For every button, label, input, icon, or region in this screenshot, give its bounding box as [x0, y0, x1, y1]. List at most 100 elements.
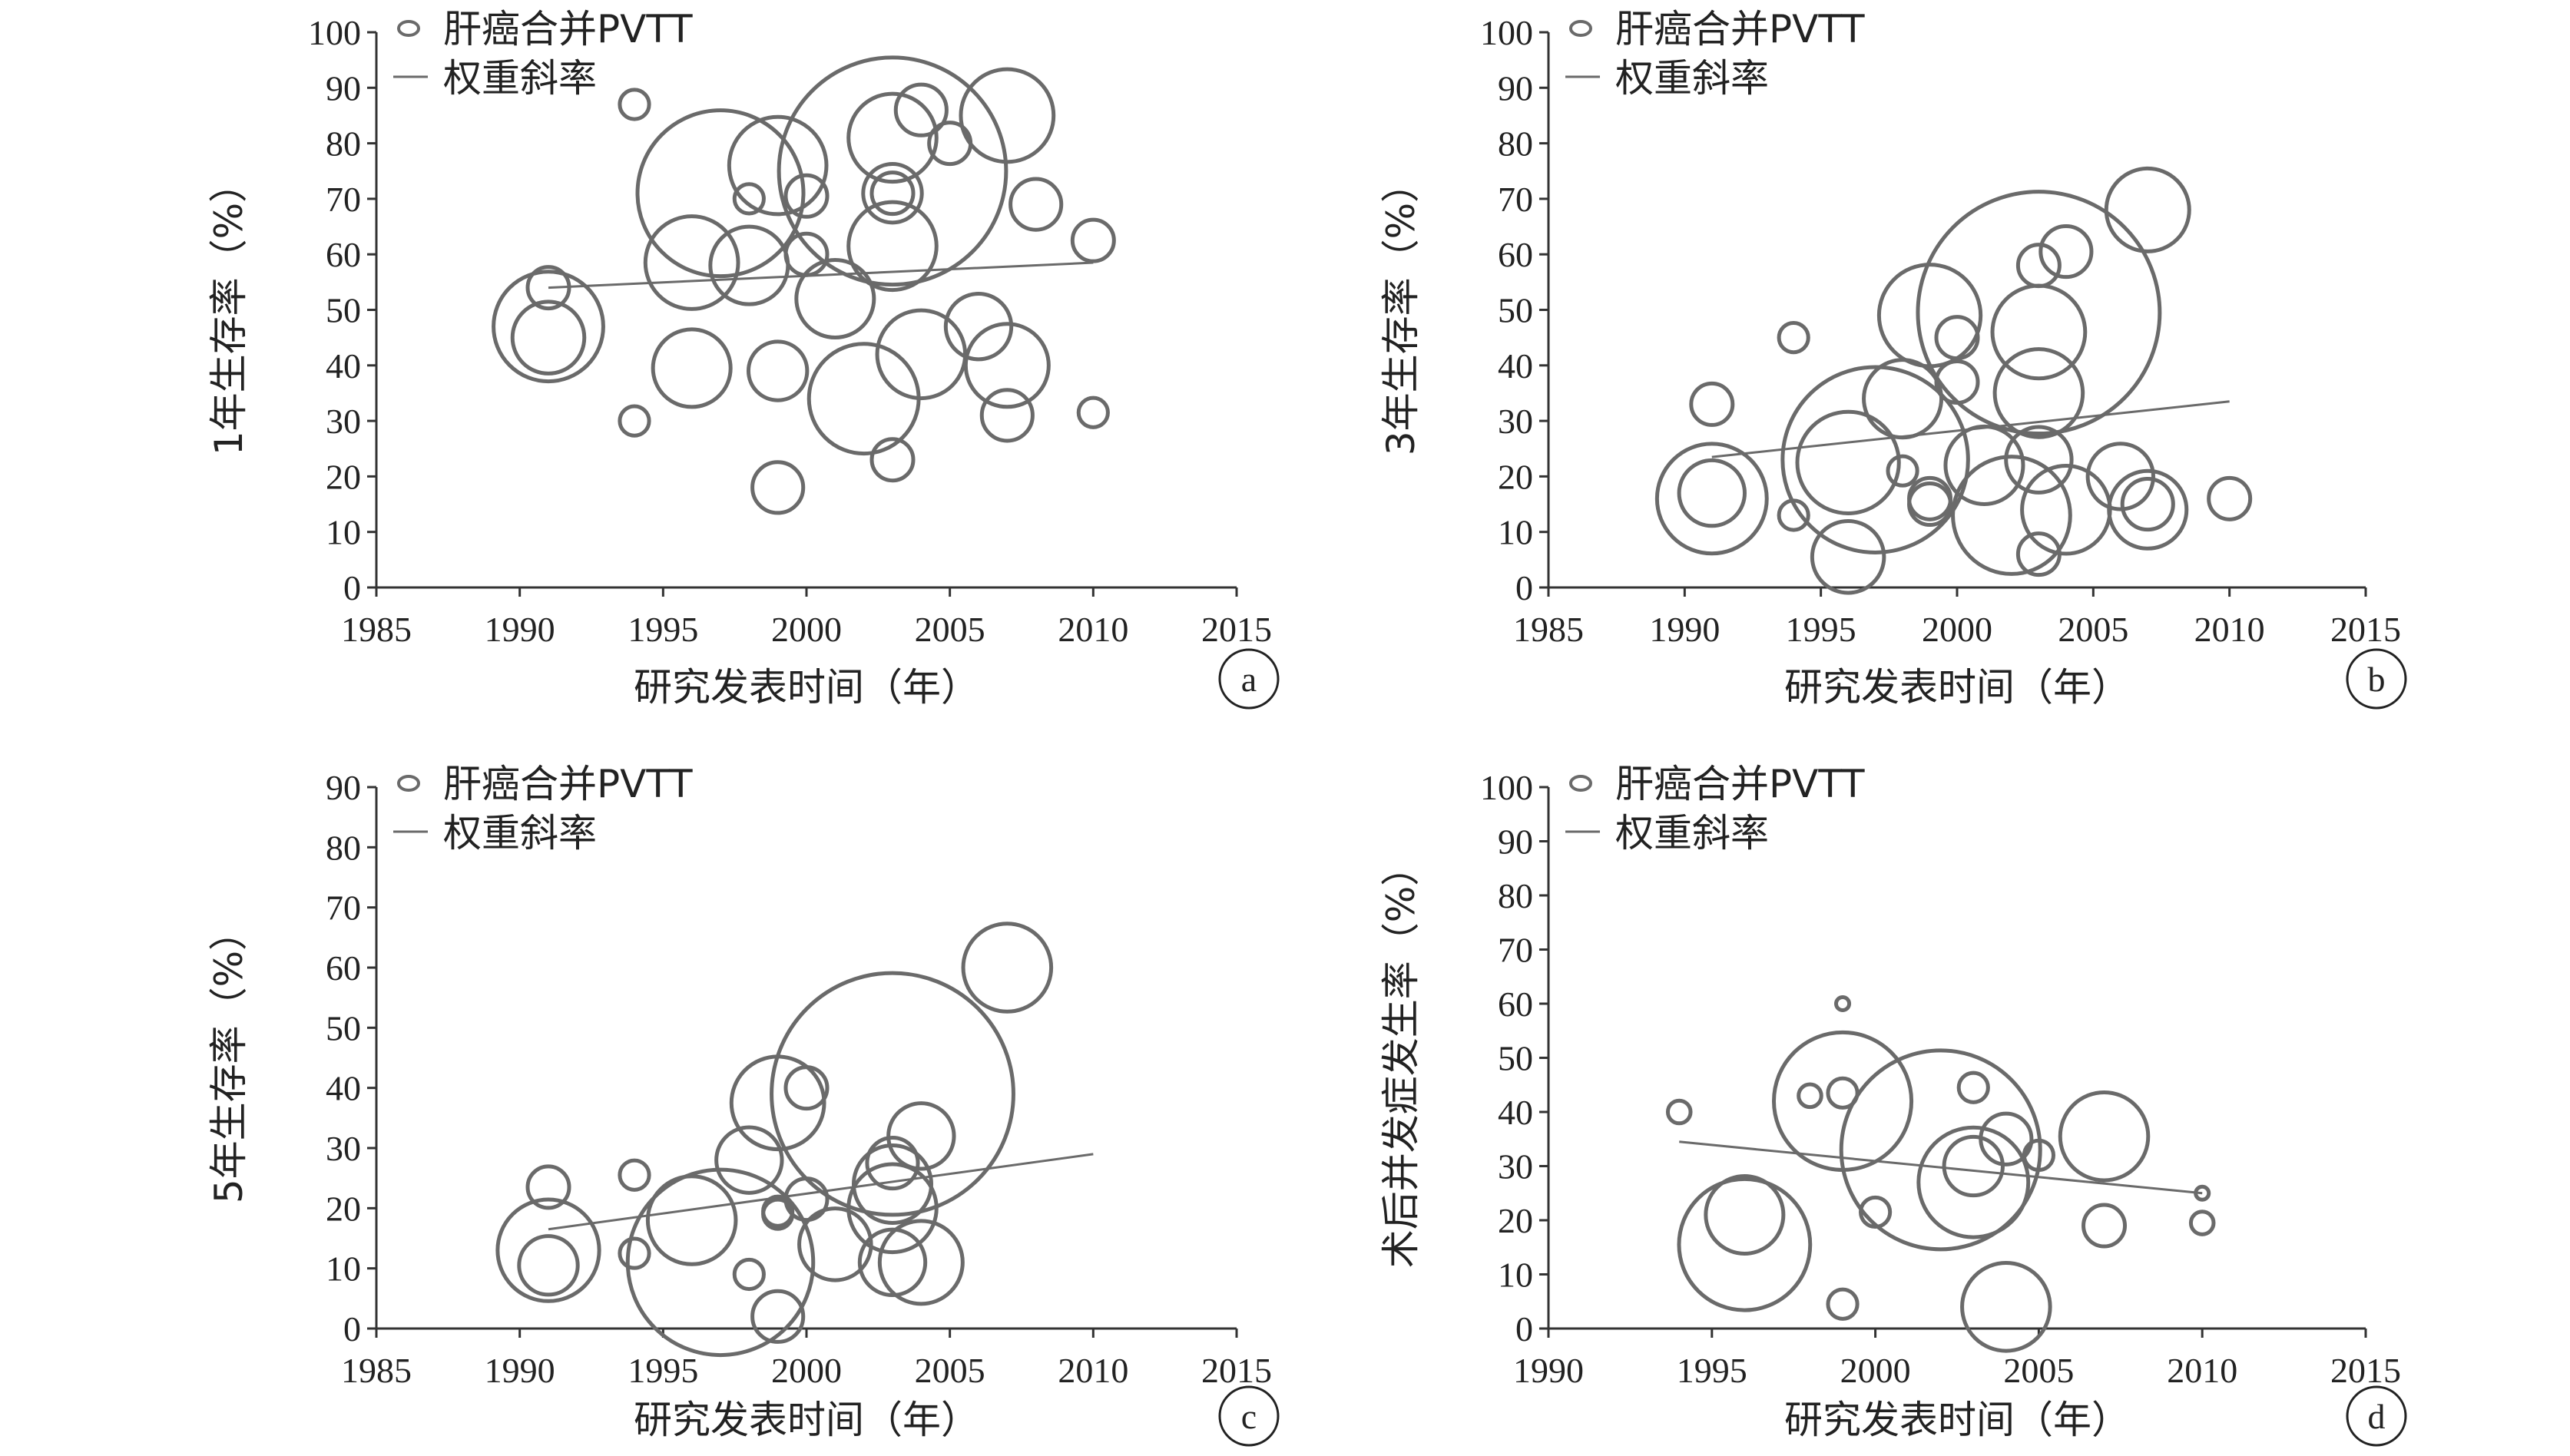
panel-a-chart: 0 10 20 30 40 50 60 70 80 90 100 1985 1990 1995 2000 20… [207, 7, 1280, 710]
data-bubble [1934, 359, 1980, 405]
data-bubble [746, 339, 810, 402]
y-tick-label: 20 [326, 1189, 361, 1228]
x-tick-label: 1985 [341, 610, 412, 649]
data-bubble [651, 327, 733, 409]
data-bubble [727, 114, 829, 217]
x-tick-label: 1995 [628, 610, 698, 649]
data-bubble [2082, 1203, 2128, 1249]
data-bubble [1704, 1173, 1786, 1256]
data-bubble [750, 460, 806, 515]
legend-bubble-label: 肝癌合并PVTT [443, 762, 693, 806]
data-bubble [1070, 217, 1116, 263]
y-tick-label: 0 [343, 1309, 361, 1348]
data-bubble [893, 82, 949, 137]
data-bubble [2120, 476, 2175, 532]
y-tick-label: 40 [326, 346, 361, 386]
x-tick-label: 1995 [1677, 1351, 1747, 1390]
data-bubble [1797, 1082, 1823, 1110]
x-tick-label: 2005 [2003, 1351, 2074, 1390]
data-bubble [510, 299, 587, 376]
data-bubble [517, 1234, 580, 1297]
x-tick-label: 2015 [2330, 1351, 2401, 1390]
data-bubble [732, 1257, 766, 1292]
data-bubble [618, 88, 651, 121]
data-bubble [1942, 1134, 2005, 1198]
data-bubble [1960, 1261, 2052, 1353]
y-tick-label: 70 [1498, 180, 1533, 219]
data-bubble [846, 91, 939, 184]
x-tick-label: 1995 [1786, 610, 1856, 649]
data-bubble [869, 437, 916, 483]
data-bubble [1907, 481, 1953, 528]
y-tick-label: 20 [326, 457, 361, 496]
data-bubble [1956, 1070, 1990, 1104]
data-bubble [2004, 425, 2074, 495]
panel-tag-circle [2346, 1385, 2407, 1447]
data-bubble [643, 214, 740, 311]
x-tick-label: 2005 [915, 610, 985, 649]
y-tick-label: 30 [1498, 1147, 1533, 1186]
panel-tag-label: b [2368, 660, 2386, 699]
y-tick-label: 100 [1480, 13, 1533, 52]
x-tick-label: 2000 [1840, 1351, 1911, 1390]
data-bubble [2085, 442, 2155, 511]
y-tick-label: 40 [326, 1069, 361, 1108]
data-bubble [1951, 455, 2072, 576]
data-bubble [783, 1065, 830, 1111]
panel-tag-label: c [1241, 1397, 1257, 1436]
x-tick-label: 1990 [485, 610, 555, 649]
data-bubble [708, 224, 790, 306]
x-tick-label: 1985 [341, 1351, 412, 1390]
y-tick-label: 70 [326, 180, 361, 219]
data-bubble [851, 1143, 934, 1226]
data-bubble [635, 108, 806, 279]
y-tick-label: 60 [1498, 235, 1533, 274]
data-bubble [1916, 1125, 2031, 1239]
x-axis-title: 研究发表时间（年） [1784, 665, 2130, 710]
data-bubble [963, 322, 1051, 409]
x-tick-label: 1990 [485, 1351, 555, 1390]
y-tick-label: 80 [1498, 876, 1533, 915]
data-bubble [877, 1219, 965, 1306]
y-tick-label: 40 [1498, 346, 1533, 386]
y-tick-label: 50 [1498, 291, 1533, 330]
data-bubble [979, 388, 1035, 443]
y-tick-label: 30 [1498, 402, 1533, 441]
y-tick-label: 0 [1515, 1309, 1533, 1348]
trend-line [548, 261, 1094, 290]
data-bubble [770, 971, 1015, 1217]
panel-tag-label: d [2368, 1397, 2386, 1436]
x-tick-label: 1985 [1513, 610, 1584, 649]
panel-tag-label: a [1241, 660, 1257, 699]
y-tick-label: 30 [326, 1129, 361, 1168]
data-bubble [1008, 177, 1064, 232]
legend-bubble-label: 肝癌合并PVTT [1615, 762, 1865, 806]
data-bubble [1979, 1111, 2034, 1166]
y-tick-label: 20 [1498, 1201, 1533, 1240]
y-tick-label: 80 [1498, 124, 1533, 164]
data-bubble [865, 1136, 920, 1191]
x-tick-label: 1990 [1513, 1351, 1584, 1390]
x-tick-label: 2010 [1058, 610, 1128, 649]
data-bubble [797, 1206, 873, 1282]
y-tick-label: 10 [1498, 513, 1533, 552]
data-bubble [857, 1227, 928, 1298]
data-bubble [869, 170, 916, 217]
x-tick-label: 2010 [2167, 1351, 2237, 1390]
data-bubble [1876, 263, 1983, 369]
data-bubble [806, 342, 921, 456]
x-tick-label: 2015 [1201, 610, 1272, 649]
x-tick-label: 1995 [628, 1351, 698, 1390]
data-bubble [2107, 468, 2189, 551]
panel-tag-circle [2346, 648, 2407, 710]
data-bubble [1689, 381, 1735, 427]
y-tick-label: 0 [1515, 568, 1533, 607]
data-bubble [846, 200, 939, 293]
y-tick-label: 60 [326, 948, 361, 988]
data-bubble [861, 161, 924, 225]
panel-c-chart: 0 10 20 30 40 50 60 70 80 90 1985 1990 1995 2000 2005 2… [207, 762, 1280, 1447]
y-tick-label: 100 [1480, 768, 1533, 807]
y-tick-label: 50 [326, 1008, 361, 1047]
data-bubble [783, 1176, 830, 1223]
